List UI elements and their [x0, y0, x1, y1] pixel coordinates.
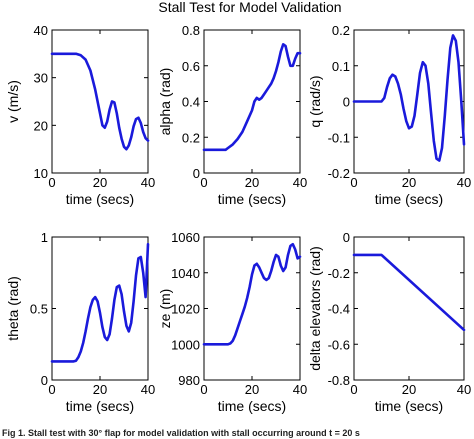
x-tick-label: 20: [93, 175, 107, 190]
subplot-3: 0 20 40 -0.2 -0.1 0 0.1 0.2 time (secs) q (rad/s): [307, 23, 471, 207]
y-tick-label: -0.6: [328, 337, 350, 352]
series-line: [352, 253, 466, 332]
y-axis-label: delta elevators (rad): [307, 246, 323, 371]
figure-title: Stall Test for Model Validation: [158, 0, 341, 15]
series-line: [202, 42, 302, 152]
y-tick-label: 0.8: [182, 23, 200, 38]
y-tick-label: 0: [41, 373, 48, 388]
axes-frame: [353, 236, 465, 381]
series-line: [202, 242, 302, 346]
y-tick-label: -0.2: [328, 166, 350, 181]
x-tick-label: 0: [48, 175, 55, 190]
x-tick-label: 0: [48, 382, 55, 397]
y-tick-label: 0.6: [182, 59, 200, 74]
x-tick-label: 0: [200, 382, 207, 397]
series-line: [50, 52, 150, 151]
y-tick-label: -0.8: [328, 373, 350, 388]
subplot-5: 0 20 40 980 1000 1020 1040 1060 time (secs) ze (m…: [157, 230, 307, 414]
x-tick-label: 20: [245, 175, 259, 190]
x-tick-label: 20: [402, 175, 416, 190]
x-tick-label: 40: [293, 175, 307, 190]
x-tick-label: 40: [293, 382, 307, 397]
axes-frame: [51, 29, 149, 174]
subplot-1: 0 20 40 10 20 30 40 time (secs) v (m/s): [5, 23, 155, 207]
subplot-2: 0 20 40 0 0.2 0.4 0.6 0.8 time (secs) alpha (rad): [157, 23, 307, 207]
y-tick-label: 1000: [171, 337, 200, 352]
y-tick-label: 10: [34, 166, 48, 181]
axes-frame: [203, 236, 301, 381]
x-tick-label: 20: [402, 382, 416, 397]
y-tick-label: 0: [343, 230, 350, 245]
y-axis-label: alpha (rad): [157, 68, 173, 136]
x-axis-label: time (secs): [375, 191, 443, 207]
series-line: [50, 242, 150, 363]
x-tick-label: 20: [245, 382, 259, 397]
y-tick-label: 1060: [171, 230, 200, 245]
y-axis-label: v (m/s): [5, 80, 21, 123]
x-axis-label: time (secs): [66, 398, 134, 414]
y-tick-label: 1020: [171, 302, 200, 317]
x-axis-label: time (secs): [218, 398, 286, 414]
x-tick-label: 0: [200, 175, 207, 190]
x-axis-label: time (secs): [218, 191, 286, 207]
y-tick-label: -0.4: [328, 302, 350, 317]
y-tick-label: 0.2: [182, 130, 200, 145]
x-tick-label: 0: [350, 175, 357, 190]
y-tick-label: 0.5: [30, 302, 48, 317]
y-axis-label: q (rad/s): [307, 75, 323, 127]
x-tick-label: 0: [350, 382, 357, 397]
y-axis-label: ze (m): [157, 289, 173, 329]
y-tick-label: 30: [34, 71, 48, 86]
y-tick-label: 1040: [171, 266, 200, 281]
y-tick-label: 20: [34, 118, 48, 133]
x-axis-label: time (secs): [66, 191, 134, 207]
y-tick-label: 40: [34, 23, 48, 38]
subplot-4: 0 20 40 0 0.5 1 time (secs) theta (rad): [5, 230, 155, 414]
y-tick-label: 0.4: [182, 95, 200, 110]
x-tick-label: 40: [141, 382, 155, 397]
y-tick-label: 980: [178, 373, 200, 388]
x-axis-label: time (secs): [375, 398, 443, 414]
x-tick-label: 40: [141, 175, 155, 190]
y-tick-label: -0.1: [328, 130, 350, 145]
x-tick-label: 20: [93, 382, 107, 397]
y-tick-label: 0.2: [332, 23, 350, 38]
y-axis-label: theta (rad): [5, 276, 21, 341]
y-tick-label: 0: [343, 95, 350, 110]
y-tick-label: 1: [41, 230, 48, 245]
y-tick-label: 0: [193, 166, 200, 181]
x-tick-label: 40: [457, 382, 471, 397]
x-tick-label: 40: [457, 175, 471, 190]
y-tick-label: -0.2: [328, 266, 350, 281]
subplot-6: 0 20 40 -0.8 -0.6 -0.4 -0.2 0 time (secs) delta e…: [307, 230, 471, 414]
y-tick-label: 0.1: [332, 59, 350, 74]
figure-caption: Fig 1. Stall test with 30° flap for mode…: [2, 428, 360, 438]
series-line: [352, 34, 466, 162]
